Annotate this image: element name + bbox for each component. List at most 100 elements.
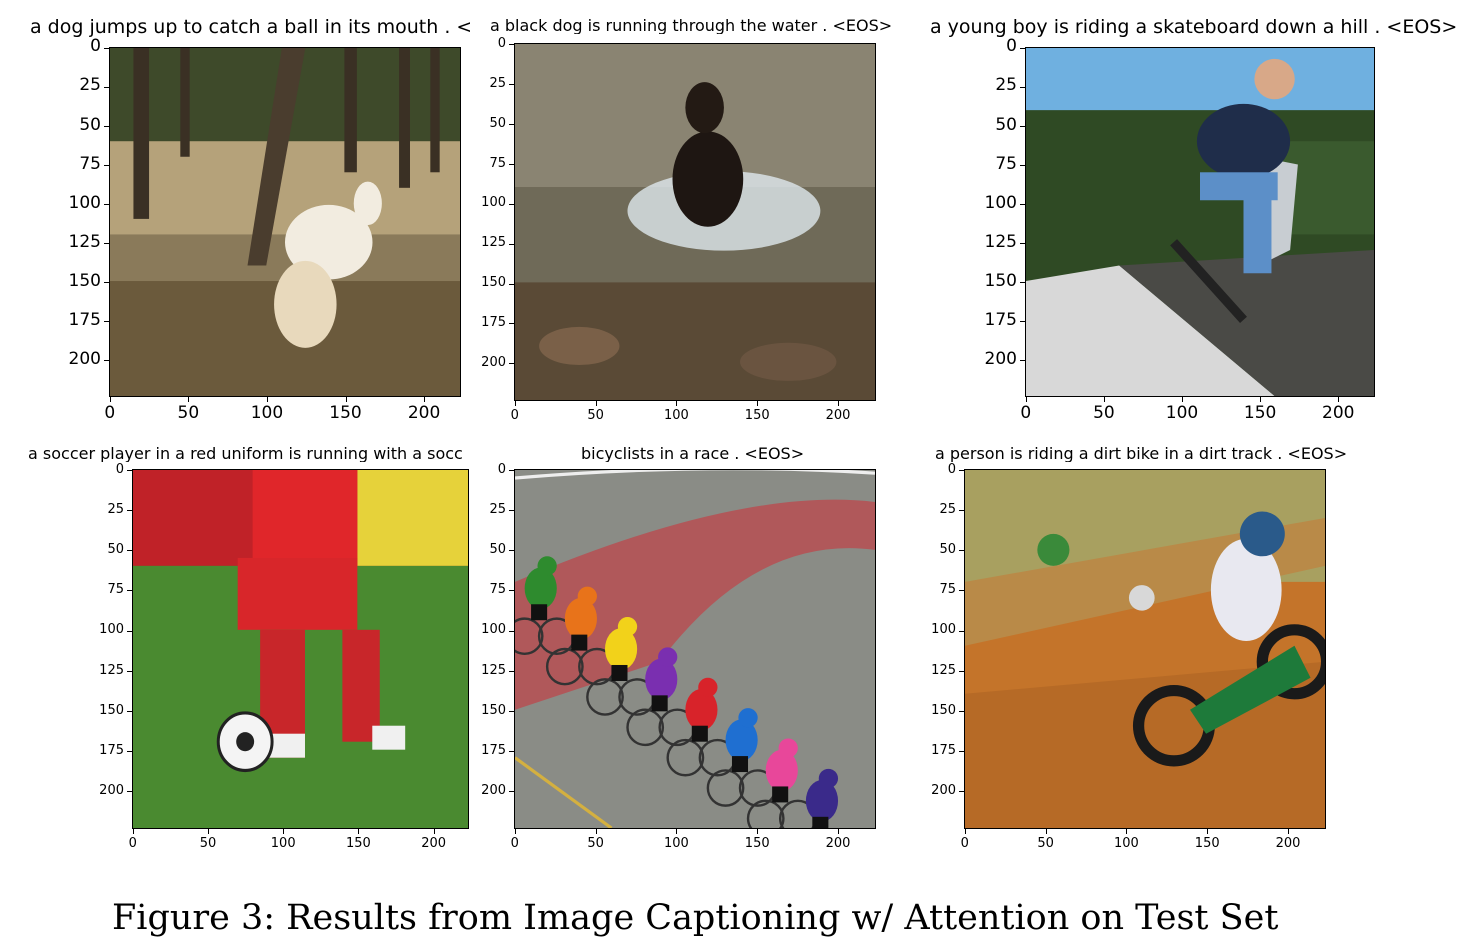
y-tick-label: 75 (489, 155, 506, 171)
panel-image-skateboard (1025, 47, 1375, 397)
x-tick-mark (514, 829, 516, 834)
y-tick-mark (509, 123, 514, 125)
panel-title: bicyclists in a race . <EOS> (581, 446, 805, 462)
x-tick-mark (283, 829, 285, 834)
y-tick-mark (104, 204, 109, 206)
y-tick-label: 75 (489, 582, 506, 598)
x-tick-label: 100 (250, 403, 284, 423)
x-tick-mark (132, 829, 134, 834)
y-tick-mark (104, 243, 109, 245)
x-tick-mark (676, 829, 678, 834)
y-tick-label: 125 (931, 662, 956, 678)
x-tick-mark (1288, 829, 1290, 834)
x-tick-mark (757, 401, 759, 406)
panel-title: a dog jumps up to catch a ball in its mo… (30, 18, 470, 37)
y-tick-mark (104, 86, 109, 88)
y-tick-mark (509, 550, 514, 552)
y-tick-mark (509, 203, 514, 205)
y-tick-label: 200 (984, 348, 1017, 369)
y-tick-mark (959, 469, 964, 471)
y-tick-mark (959, 670, 964, 672)
y-tick-label: 150 (984, 270, 1017, 291)
panel-image-cyclists (514, 469, 876, 829)
y-tick-label: 100 (984, 192, 1017, 213)
y-tick-label: 175 (68, 309, 101, 330)
y-tick-label: 75 (79, 153, 101, 174)
y-tick-label: 175 (481, 315, 506, 331)
y-tick-mark (1020, 86, 1025, 88)
y-tick-label: 175 (99, 742, 124, 758)
x-tick-label: 200 (407, 403, 441, 423)
y-tick-mark (104, 164, 109, 166)
x-tick-label: 100 (270, 836, 296, 851)
y-tick-mark (509, 791, 514, 793)
y-tick-label: 150 (931, 702, 956, 718)
x-tick-label: 0 (510, 836, 519, 851)
y-tick-label: 150 (99, 702, 124, 718)
x-tick-mark (266, 397, 268, 402)
panel-image-forest-dog (109, 47, 461, 397)
y-tick-mark (1020, 164, 1025, 166)
x-tick-label: 50 (587, 836, 604, 851)
y-tick-label: 50 (79, 114, 101, 135)
x-tick-mark (964, 829, 966, 834)
y-tick-label: 25 (489, 75, 506, 91)
y-tick-label: 125 (99, 662, 124, 678)
y-tick-mark (104, 360, 109, 362)
y-tick-label: 0 (497, 461, 506, 477)
x-tick-mark (676, 401, 678, 406)
y-tick-label: 50 (489, 115, 506, 131)
x-tick-mark (838, 829, 840, 834)
y-tick-mark (509, 43, 514, 45)
x-tick-label: 150 (329, 403, 362, 423)
y-tick-label: 200 (68, 348, 101, 369)
y-tick-label: 75 (939, 582, 956, 598)
x-tick-label: 0 (1020, 403, 1032, 423)
y-tick-label: 150 (481, 275, 506, 291)
y-tick-mark (959, 630, 964, 632)
y-tick-label: 175 (931, 742, 956, 758)
y-tick-mark (104, 282, 109, 284)
y-tick-label: 125 (984, 231, 1017, 252)
y-tick-mark (127, 469, 132, 471)
y-tick-label: 25 (489, 501, 506, 517)
x-tick-label: 100 (663, 408, 689, 423)
y-tick-label: 200 (481, 355, 506, 371)
x-tick-label: 150 (1194, 836, 1220, 851)
y-tick-label: 100 (481, 622, 506, 638)
y-tick-mark (509, 630, 514, 632)
x-tick-label: 200 (1275, 836, 1301, 851)
x-tick-label: 200 (421, 836, 447, 851)
y-tick-mark (509, 509, 514, 511)
y-tick-label: 50 (995, 114, 1017, 135)
y-tick-mark (104, 125, 109, 127)
y-tick-mark (509, 163, 514, 165)
y-tick-mark (1020, 204, 1025, 206)
x-tick-label: 50 (199, 836, 217, 851)
x-tick-mark (1025, 397, 1027, 402)
y-tick-label: 75 (995, 153, 1017, 174)
y-tick-label: 150 (481, 702, 506, 718)
y-tick-mark (127, 590, 132, 592)
y-tick-mark (509, 363, 514, 365)
x-tick-mark (1207, 829, 1209, 834)
y-tick-label: 25 (79, 75, 101, 96)
y-tick-mark (127, 509, 132, 511)
x-tick-mark (838, 401, 840, 406)
y-tick-label: 100 (931, 622, 956, 638)
x-tick-mark (757, 829, 759, 834)
x-tick-mark (345, 397, 347, 402)
x-tick-label: 150 (744, 836, 770, 851)
y-tick-mark (104, 321, 109, 323)
x-tick-mark (1103, 397, 1105, 402)
y-tick-label: 125 (481, 662, 506, 678)
x-tick-label: 100 (1113, 836, 1139, 851)
y-tick-mark (509, 751, 514, 753)
y-tick-label: 100 (68, 192, 101, 213)
x-tick-label: 50 (1037, 836, 1054, 851)
y-tick-mark (1020, 360, 1025, 362)
x-tick-mark (1182, 397, 1184, 402)
x-tick-label: 0 (960, 836, 969, 851)
panel-image-soccer (132, 469, 469, 829)
y-tick-mark (127, 751, 132, 753)
